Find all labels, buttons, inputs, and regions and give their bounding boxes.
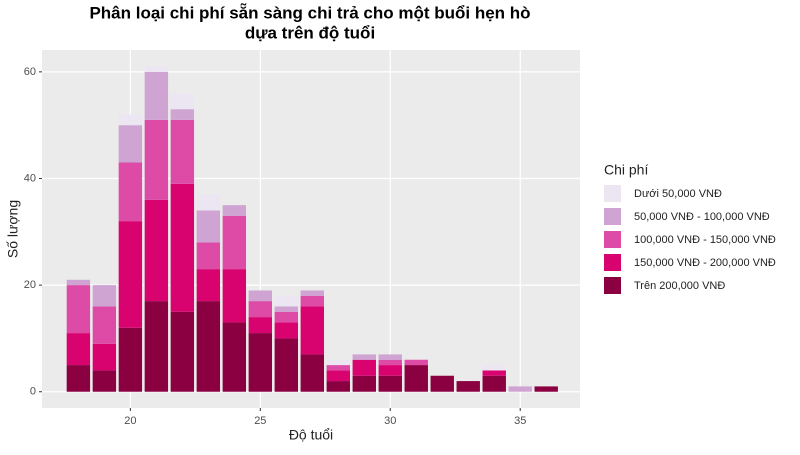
bar-segment (534, 386, 558, 392)
legend-label: Trên 200,000 VNĐ (634, 280, 725, 292)
bar-segment (274, 295, 299, 307)
legend-key (604, 208, 621, 225)
bar-segment (170, 183, 195, 312)
bar-segment (118, 162, 143, 222)
bar-segment (378, 354, 402, 360)
bar-segment (144, 71, 169, 120)
bar-segment (196, 269, 221, 302)
legend-label: 50,000 VNĐ - 100,000 VNĐ (634, 211, 770, 223)
bar-segment (144, 119, 169, 200)
bar-segment (274, 311, 299, 323)
bar-segment (92, 285, 117, 307)
chart-title: Phân loại chi phí sẵn sàng chi trả cho m… (89, 2, 530, 22)
legend-label: Dưới 50,000 VNĐ (634, 188, 722, 200)
bar-segment (144, 301, 169, 392)
bar-segment (274, 306, 299, 312)
y-tick-label: 0 (30, 386, 36, 398)
bar-segment (326, 359, 350, 366)
x-tick-label: 20 (124, 415, 136, 427)
bar-segment (248, 317, 273, 334)
bar-segment (482, 370, 506, 376)
bar-segment (170, 93, 195, 110)
chart-title: dựa trên độ tuổi (245, 23, 375, 42)
bar-segment (222, 215, 247, 270)
bar-segment (274, 322, 299, 339)
bar-segment (378, 359, 402, 366)
bar-segment (222, 322, 247, 392)
bar-segment (430, 375, 454, 392)
bar-segment (118, 327, 143, 392)
x-axis-label: Độ tuổi (289, 427, 333, 443)
legend-title: Chi phí (604, 162, 648, 178)
bar-segment (66, 285, 91, 334)
bar-segment (222, 269, 247, 323)
bar-segment (300, 290, 324, 296)
legend-key (604, 277, 621, 294)
bar-segment (378, 375, 402, 392)
bar-segment (326, 381, 350, 392)
y-tick-label: 60 (24, 66, 36, 78)
bar-segment (482, 365, 506, 371)
bar-segment (378, 365, 402, 376)
bar-segment (196, 194, 221, 211)
bar-segment (170, 109, 195, 120)
bar-segment (66, 333, 91, 366)
bar-segment (352, 354, 376, 360)
bar-segment (404, 365, 428, 392)
y-axis-label: Số lượng (5, 200, 21, 258)
bar-segment (196, 242, 221, 270)
bar-segment (274, 338, 299, 392)
x-tick-label: 25 (254, 415, 266, 427)
bar-segment (144, 199, 169, 302)
legend-key (604, 231, 621, 248)
bar-segment (222, 205, 247, 216)
y-tick-label: 20 (24, 279, 36, 291)
bar-segment (144, 66, 169, 72)
bar-segment (92, 370, 117, 392)
bar-segment (92, 343, 117, 371)
legend-key (604, 185, 621, 202)
legend-label: 100,000 VNĐ - 150,000 VNĐ (634, 234, 776, 246)
bar-segment (352, 359, 376, 376)
legend-label: 150,000 VNĐ - 200,000 VNĐ (634, 257, 776, 269)
x-tick-label: 35 (514, 415, 526, 427)
bar-segment (404, 359, 428, 366)
bar-segment (196, 210, 221, 243)
bar-segment (248, 333, 273, 392)
bar-segment (118, 125, 143, 163)
y-tick-label: 40 (24, 172, 36, 184)
bar-segment (118, 221, 143, 328)
bar-segment (196, 301, 221, 392)
x-tick-label: 30 (384, 415, 396, 427)
bar-segment (508, 386, 532, 392)
bar-segment (300, 306, 324, 355)
bar-segment (248, 301, 273, 318)
bar-segment (170, 119, 195, 184)
bar-segment (66, 365, 91, 392)
bar-segment (170, 311, 195, 392)
bar-segment (300, 295, 324, 307)
bar-segment (352, 375, 376, 392)
bar-segment (482, 375, 506, 392)
bar-segment (66, 279, 91, 286)
bar-segment (326, 370, 350, 382)
bar-segment (248, 290, 273, 302)
bar-segment (326, 365, 350, 371)
legend-key (604, 254, 621, 271)
bar-segment (456, 381, 480, 392)
bar-segment (300, 354, 324, 392)
bar-segment (92, 306, 117, 344)
bar-segment (118, 114, 143, 126)
